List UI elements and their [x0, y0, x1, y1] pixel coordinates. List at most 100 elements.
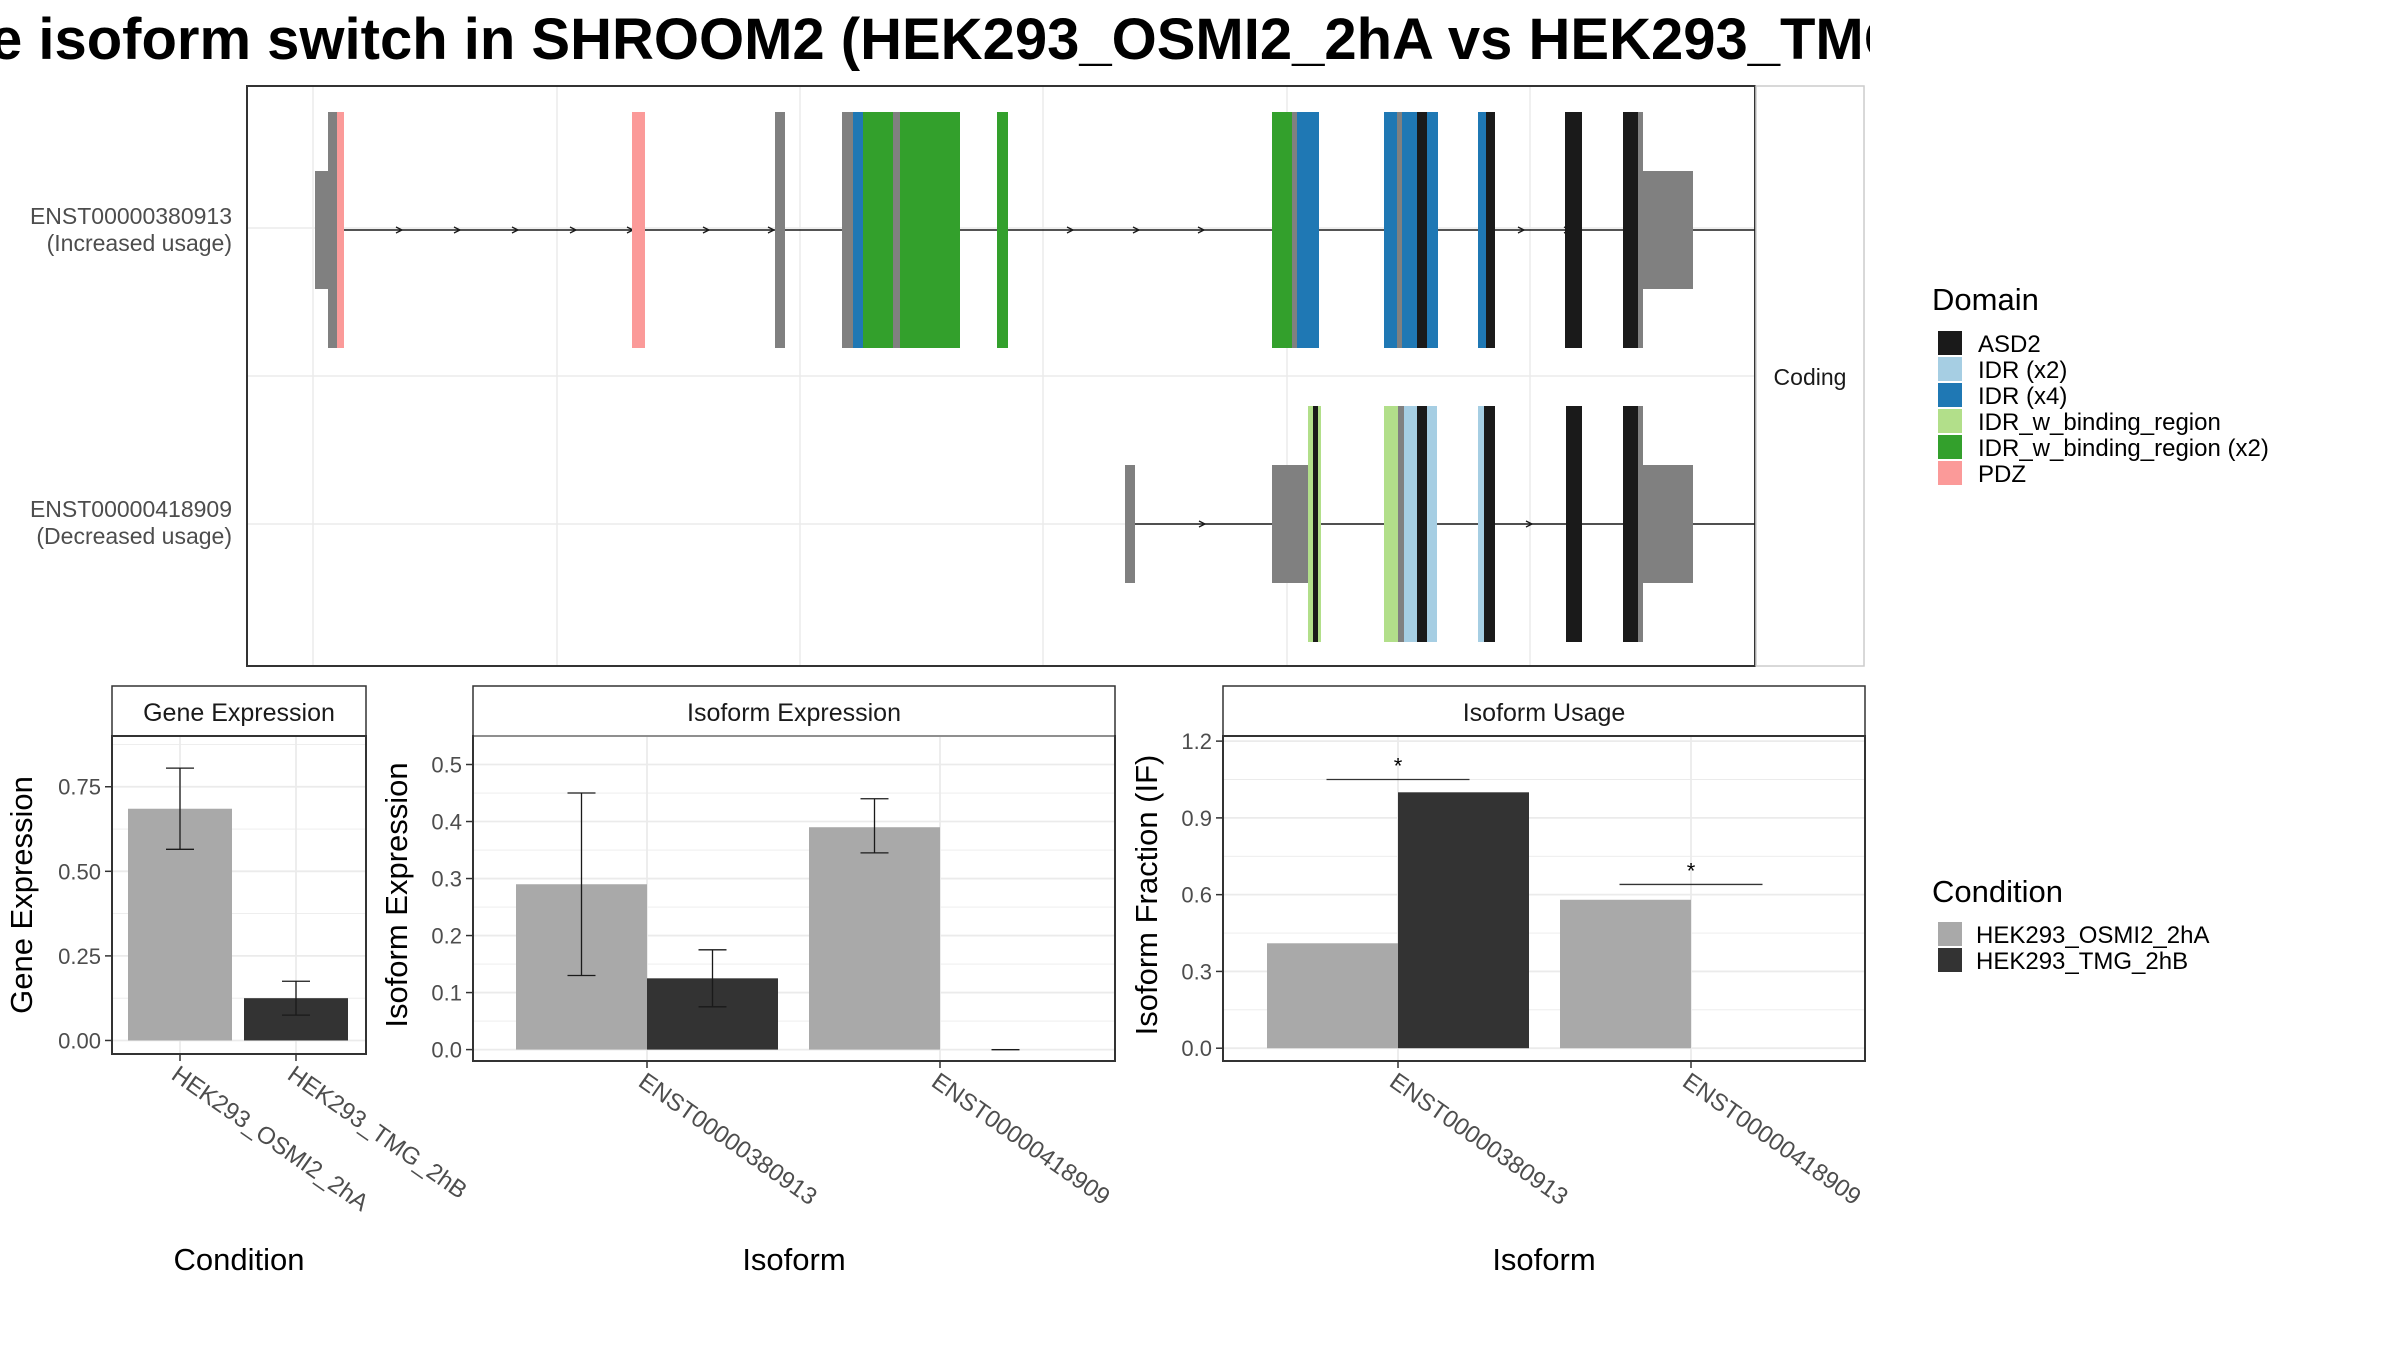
- domain-legend-swatch: [1938, 461, 1962, 485]
- y-tick-label: 0.0: [1181, 1036, 1212, 1061]
- isoform-1-exon-segment: [1272, 112, 1292, 348]
- isoform-2-exon-segment: [1272, 465, 1308, 583]
- isoform-2-exon-segment: [1384, 406, 1398, 642]
- isoform-1-exon-segment: [853, 112, 863, 348]
- bar: [809, 827, 940, 1050]
- y-tick-label: 1.2: [1181, 729, 1212, 754]
- y-tick-label: 0.3: [431, 867, 462, 892]
- isoform-1-exon-segment: [863, 112, 893, 348]
- isoform-2-exon-segment: [1313, 406, 1318, 642]
- isoform-1-exon-segment: [893, 112, 900, 348]
- domain-legend-swatch: [1938, 383, 1962, 407]
- gene-expression-ylabel: Gene Expression: [4, 776, 39, 1014]
- domain-legend-label: IDR_w_binding_region (x2): [1978, 435, 2269, 462]
- isoform-1-exon-segment: [1384, 112, 1397, 348]
- domain-legend-label: IDR_w_binding_region: [1978, 409, 2221, 436]
- isoform-1-exon-segment: [1397, 112, 1402, 348]
- structure-tracks: [315, 112, 1755, 642]
- isoform-1-direction-arrow: [1197, 226, 1206, 234]
- isoform-1-exon-segment: [900, 112, 960, 348]
- x-tick-label: ENST00000380913: [1385, 1068, 1573, 1211]
- isoform-1-direction-arrow: [767, 226, 776, 234]
- isoform-usage-title: Isoform Usage: [1463, 699, 1626, 727]
- isoform-1-exon-segment: [328, 112, 337, 348]
- transcript-structure-panel: Coding ENST00000380913 (Increased usage)…: [30, 85, 1865, 667]
- condition-legend-title: Condition: [1932, 874, 2063, 909]
- domain-legend-label: IDR (x2): [1978, 357, 2067, 384]
- domain-legend-label: PDZ: [1978, 461, 2026, 488]
- isoform-expression-chart: Isoform Expression 0.0 0.1 0.2 0.3 0.4 0.5 ENS…: [379, 685, 1116, 1277]
- y-tick-label: 0.5: [431, 753, 462, 778]
- domain-legend-label: IDR (x4): [1978, 383, 2067, 410]
- condition-legend-label: HEK293_TMG_2hB: [1976, 948, 2188, 975]
- y-tick-label: 0.50: [58, 859, 101, 884]
- isoform-2-direction-arrow: [1198, 520, 1207, 528]
- isoform-expression-title: Isoform Expression: [687, 699, 901, 727]
- x-tick-label: ENST00000380913: [634, 1068, 822, 1211]
- condition-legend-swatch: [1938, 948, 1962, 972]
- isoform-1-exon-segment: [1427, 112, 1438, 348]
- isoform-1-direction-arrow: [1066, 226, 1075, 234]
- domain-legend-swatch: [1938, 435, 1962, 459]
- condition-legend-swatch: [1938, 922, 1962, 946]
- domain-legend-swatch: [1938, 331, 1962, 355]
- isoform-1-exon-segment: [1486, 112, 1495, 348]
- isoform-2-direction-arrow: [1525, 520, 1534, 528]
- gene-expression-title: Gene Expression: [143, 699, 335, 727]
- bar: [1398, 792, 1529, 1049]
- isoform-1-usage-label: (Increased usage): [47, 230, 232, 256]
- isoform-1-direction-arrow: [1132, 226, 1141, 234]
- y-tick-label: 0.3: [1181, 959, 1212, 984]
- isoform-1-exon-segment: [997, 112, 1008, 348]
- bar: [1560, 899, 1691, 1049]
- isoform-1-id-label: ENST00000380913: [30, 203, 232, 229]
- isoform-usage-xlabel: Isoform: [1492, 1242, 1595, 1277]
- isoform-1-exon-segment: [1565, 112, 1582, 348]
- isoform-1-exon-segment: [775, 112, 785, 348]
- isoform-1-direction-arrow: [511, 226, 520, 234]
- isoform-usage-ylabel: Isoform Fraction (IF): [1129, 755, 1164, 1036]
- coding-facet-label: Coding: [1774, 364, 1847, 390]
- isoform-2-exon-segment: [1643, 465, 1693, 583]
- gene-expression-chart: Gene Expression 0.00 0.25 0.50 0.75 HEK293_O…: [4, 685, 472, 1277]
- bar: [1267, 943, 1398, 1049]
- gene-expression-strip: [111, 685, 367, 737]
- isoform-1-exon-segment: [315, 171, 328, 289]
- x-tick-label: ENST00000418909: [927, 1068, 1115, 1211]
- isoform-1-direction-arrow: [453, 226, 462, 234]
- isoform-2-id-label: ENST00000418909: [30, 496, 232, 522]
- domain-legend-title: Domain: [1932, 282, 2039, 317]
- isoform-2-exon-segment: [1318, 406, 1321, 642]
- x-tick-label: ENST00000418909: [1678, 1068, 1866, 1211]
- coding-facet-strip: [1755, 85, 1865, 667]
- isoform-1-exon-segment: [1623, 112, 1638, 348]
- x-tick-label: HEK293_OSMI2_2hA: [167, 1061, 374, 1217]
- isoform-1-exon-segment: [1643, 171, 1693, 289]
- isoform-1-direction-arrow: [395, 226, 404, 234]
- main-title: e isoform switch in SHROOM2 (HEK293_OSMI…: [0, 7, 1870, 72]
- isoform-expression-xlabel: Isoform: [742, 1242, 845, 1277]
- isoform-2-exon-segment: [1623, 406, 1638, 642]
- significance-label: *: [1394, 754, 1403, 779]
- y-tick-label: 0.00: [58, 1028, 101, 1053]
- domain-legend-swatch: [1938, 409, 1962, 433]
- domain-legend-label: ASD2: [1978, 331, 2041, 358]
- isoform-1-exon-segment: [1402, 112, 1417, 348]
- isoform-1-direction-arrow: [702, 226, 711, 234]
- isoform-1-direction-arrow: [1517, 226, 1526, 234]
- isoform-1-exon-segment: [337, 112, 344, 348]
- isoform-2-exon-segment: [1125, 465, 1135, 583]
- isoform-expression-ylabel: Isoform Expression: [379, 762, 414, 1027]
- isoform-2-exon-segment: [1308, 406, 1313, 642]
- condition-legend-label: HEK293_OSMI2_2hA: [1976, 922, 2209, 949]
- y-tick-label: 0.4: [431, 810, 462, 835]
- isoform-usage-chart: Isoform Usage 0.0 0.3 0.6 0.9 1.2 ENST0000038…: [1129, 685, 1866, 1277]
- y-tick-label: 0.0: [431, 1038, 462, 1063]
- isoform-1-exon-segment: [1478, 112, 1486, 348]
- isoform-2-exon-segment: [1484, 406, 1495, 642]
- isoform-1-exon-segment: [632, 112, 645, 348]
- isoform-1-exon-segment: [842, 112, 853, 348]
